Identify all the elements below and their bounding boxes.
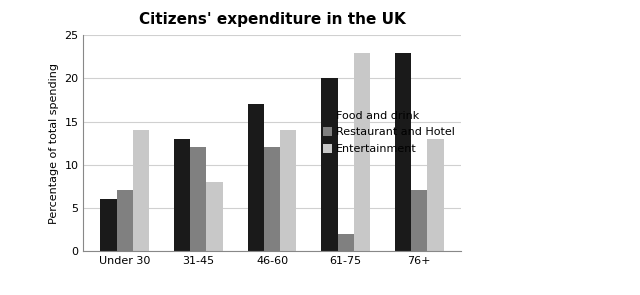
Bar <box>280 130 296 251</box>
Bar <box>412 191 428 251</box>
Legend: Food and drink, Restaurant and Hotel, Entertainment: Food and drink, Restaurant and Hotel, En… <box>323 110 455 154</box>
Bar <box>337 234 354 251</box>
Bar <box>264 148 280 251</box>
Y-axis label: Percentage of total spending: Percentage of total spending <box>49 63 59 224</box>
Bar <box>354 53 370 251</box>
Bar <box>207 182 223 251</box>
Bar <box>395 53 412 251</box>
Bar <box>132 130 149 251</box>
Bar <box>190 148 207 251</box>
Title: Citizens' expenditure in the UK: Citizens' expenditure in the UK <box>139 12 405 27</box>
Bar <box>428 139 444 251</box>
Bar <box>100 199 116 251</box>
Bar <box>174 139 190 251</box>
Bar <box>321 78 337 251</box>
Bar <box>248 104 264 251</box>
Bar <box>116 191 132 251</box>
